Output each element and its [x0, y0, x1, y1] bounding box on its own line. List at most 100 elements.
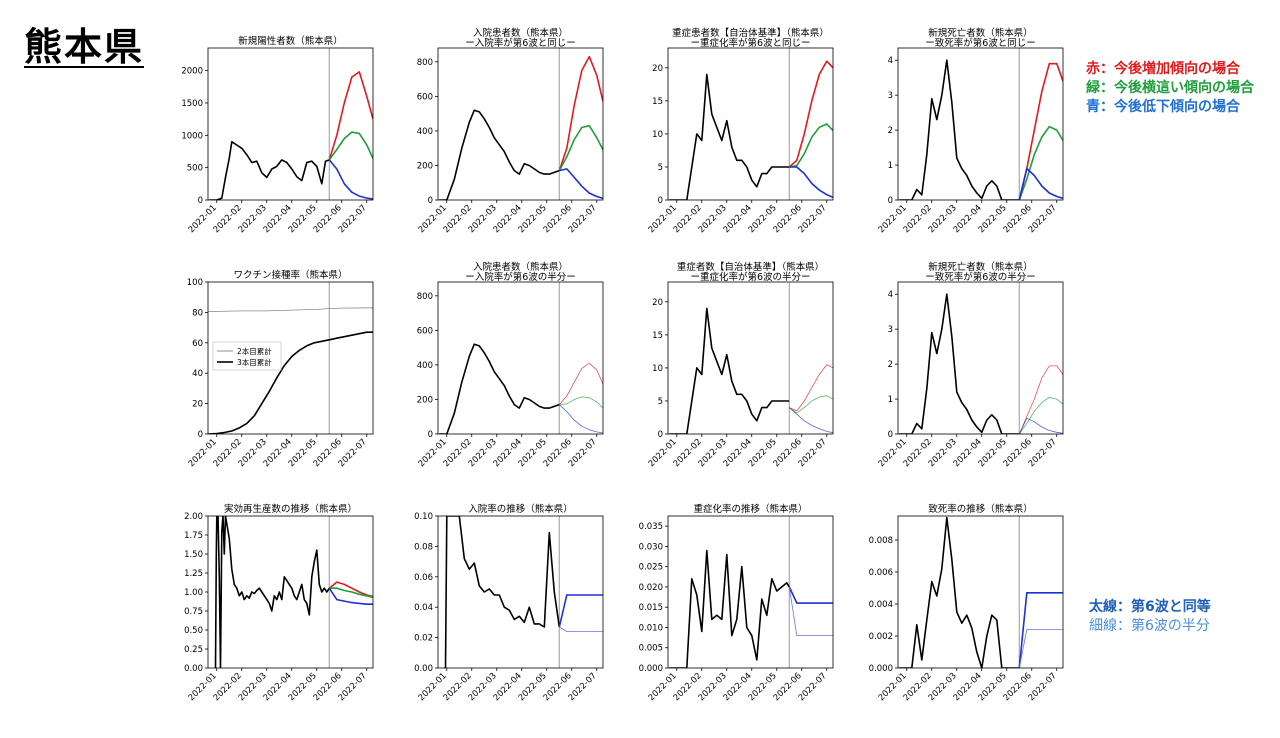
y-tick-label: 1: [888, 395, 893, 405]
chart-svg: 重症患者数【自治体基準】（熊本県）ー重症化率が第6波と同じー0510152020…: [647, 27, 834, 235]
chart-subtitle: ー重症化率が第6波と同じー: [690, 37, 810, 49]
series-line-blue: [788, 586, 833, 604]
y-tick-label: 0: [198, 196, 203, 206]
series-line-green: [1018, 125, 1063, 200]
y-tick-label: 0: [888, 196, 893, 206]
y-tick-label: 400: [417, 361, 433, 371]
y-tick-label: 0.06: [414, 573, 433, 583]
chart-deaths-same: 新規死亡者数（熊本県） ー致死率が第6波と同じー 0 1 2 3 4 2022-01 2022-…: [858, 26, 1088, 266]
y-tick-label: 0: [428, 430, 433, 440]
chart-svg: 重症化率の推移（熊本県） 0.000 0.005 0.010 0.015 0.020 0.0…: [639, 503, 834, 703]
plot-frame: [897, 47, 1064, 201]
chart-svg: 新規陽性者数（熊本県）05001000150020002022-012022-0…: [181, 35, 374, 235]
legend-label: 2本目累計: [237, 346, 272, 356]
series-line-black: [669, 549, 790, 668]
plot-frame: [207, 47, 374, 201]
y-tick-label: 1500: [181, 99, 203, 109]
y-tick-label: 40: [192, 369, 203, 379]
series-line-black: [208, 331, 373, 434]
y-tick-label: 5: [658, 397, 663, 407]
chart-severe-half: 重症者数【自治体基準】（熊本県） ー重症化率が第6波の半分ー 0 5 10 15 20 202…: [628, 260, 858, 500]
y-tick-label: 0.035: [639, 522, 663, 532]
series-line-red: [328, 581, 373, 598]
chart-fatality-rate: 致死率の推移（熊本県） 0.000 0.002 0.004 0.006 0.008 2022…: [858, 494, 1088, 734]
chart-hospitalized-half: 入院患者数（熊本県） ー入院率が第6波の半分ー 0 200 400 600 800 2022-…: [398, 260, 628, 500]
legend-thin: 細線：第6波の半分: [1089, 618, 1210, 634]
series-line-green: [789, 123, 833, 168]
y-tick-label: 0.00: [414, 664, 433, 674]
series-line-black: [899, 293, 1020, 434]
series-line-blue: [558, 594, 603, 628]
chart-svg: 新規死亡者数（熊本県）ー致死率が第6波の半分ー012342022-012022-…: [877, 261, 1064, 469]
chart-svg: 入院患者数（熊本県）ー入院率が第6波と同じー02004006008002022-…: [417, 27, 604, 235]
chart-title: ワクチン接種率（熊本県）: [233, 269, 347, 281]
series-line-black: [214, 516, 330, 668]
scenario-blue: 青：今後低下傾向の場合: [1086, 99, 1240, 115]
y-tick-label: 200: [417, 161, 433, 171]
y-tick-label: 2.00: [184, 512, 203, 522]
series-line-blue: [328, 159, 373, 200]
chart-title: 新規死亡者数（熊本県）: [928, 27, 1033, 39]
y-tick-label: 15: [652, 331, 663, 341]
scenario-green: 緑：今後横這い傾向の場合: [1086, 80, 1254, 96]
chart-title: 入院患者数（熊本県）: [473, 261, 568, 273]
y-tick-label: 400: [417, 127, 433, 137]
legend-box: [212, 341, 282, 371]
chart-subtitle: ー致死率が第6波と同じー: [925, 37, 1036, 49]
y-tick-label: 1000: [181, 131, 203, 141]
chart-title: 実効再生産数の推移（熊本県）: [224, 503, 357, 515]
y-tick-label: 0.50: [184, 626, 203, 636]
y-tick-label: 0: [428, 196, 433, 206]
series-line-red: [328, 71, 373, 161]
scenario-legend: 赤：今後増加傾向の場合 緑：今後横這い傾向の場合 青：今後低下傾向の場合: [1086, 60, 1254, 117]
y-tick-label: 80: [192, 308, 203, 318]
series-line-black: [209, 141, 330, 200]
y-tick-label: 1.50: [184, 550, 203, 560]
series-line-blue: [1018, 592, 1063, 668]
plot-frame: [207, 281, 374, 435]
y-tick-label: 60: [192, 339, 203, 349]
y-tick-label: 20: [652, 298, 663, 308]
y-tick-label: 0.030: [639, 542, 663, 552]
y-tick-label: 0.006: [869, 568, 893, 578]
plot-frame: [667, 281, 834, 435]
y-tick-label: 4: [888, 290, 893, 300]
chart-title: 新規死亡者数（熊本県）: [928, 261, 1033, 273]
series-line-red: [558, 55, 603, 171]
plot-frame: [437, 515, 604, 669]
chart-subtitle: ー入院率が第6波の半分ー: [465, 271, 576, 283]
y-tick-label: 15: [652, 97, 663, 107]
y-tick-label: 5: [658, 163, 663, 173]
y-tick-label: 0.008: [869, 536, 893, 546]
y-tick-label: 10: [652, 364, 663, 374]
y-tick-label: 0: [888, 430, 893, 440]
y-tick-label: 0.00: [184, 664, 203, 674]
y-tick-label: 0.10: [414, 512, 433, 522]
y-tick-label: 0.25: [184, 645, 203, 655]
chart-hospitalized-same: 入院患者数（熊本県） ー入院率が第6波と同じー 0 200 400 600 800 2022-…: [398, 26, 628, 266]
series-line-thin_blue: [1018, 629, 1063, 668]
series-line-blue: [328, 587, 373, 605]
series-line-black: [669, 73, 790, 200]
y-tick-label: 0.02: [414, 634, 433, 644]
chart-deaths-half: 新規死亡者数（熊本県） ー致死率が第6波の半分ー 0 1 2 3 4 2022-01 2022-…: [858, 260, 1088, 500]
series-line-red: [1018, 365, 1063, 434]
plot-frame: [667, 47, 834, 201]
y-tick-label: 0: [658, 430, 663, 440]
y-tick-label: 10: [652, 130, 663, 140]
chart-subtitle: ー入院率が第6波と同じー: [465, 37, 576, 49]
chart-svg: ワクチン接種率（熊本県）0204060801002022-012022-0220…: [187, 269, 374, 469]
series-line-red: [788, 60, 833, 168]
series-line-red: [789, 364, 833, 412]
y-tick-label: 0.002: [869, 632, 893, 642]
series-line-black: [444, 516, 561, 668]
y-tick-label: 3: [888, 91, 893, 101]
chart-severe-rate: 重症化率の推移（熊本県） 0.000 0.005 0.010 0.015 0.020 0.0…: [628, 494, 858, 734]
y-tick-label: 0: [198, 430, 203, 440]
y-tick-label: 0.020: [639, 583, 663, 593]
plot-frame: [667, 515, 834, 669]
y-tick-label: 2: [888, 126, 893, 136]
series-line-blue: [1018, 417, 1063, 434]
series-line-green: [329, 587, 373, 599]
y-tick-label: 0.000: [869, 664, 893, 674]
